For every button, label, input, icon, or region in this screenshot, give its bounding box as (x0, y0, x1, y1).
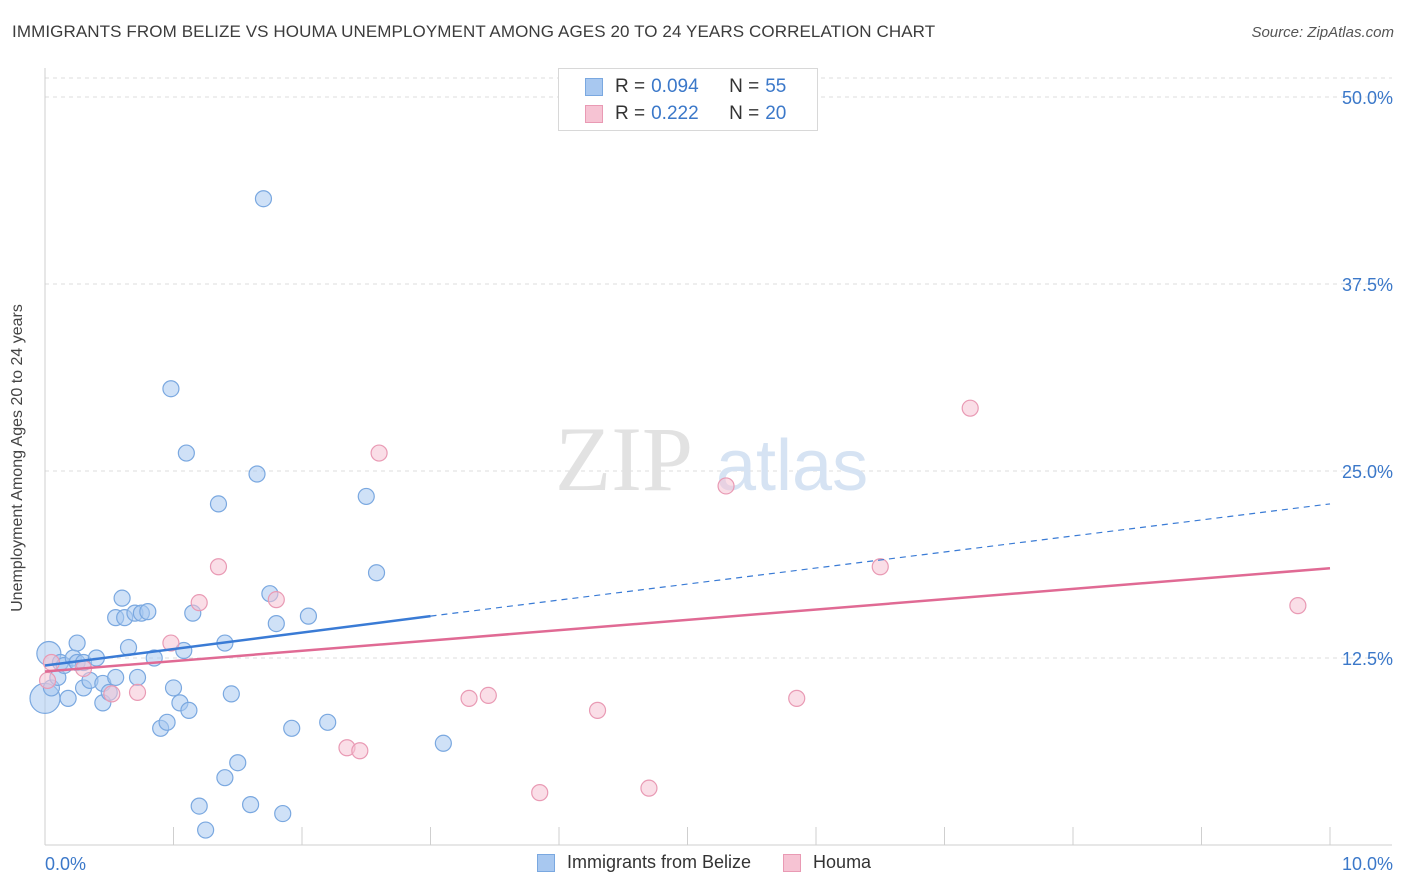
legend-swatch-belize (585, 78, 603, 96)
point-belize (357, 487, 375, 506)
point-houma (351, 742, 369, 760)
axes (44, 68, 1392, 846)
point-belize (197, 821, 215, 839)
legend-n-value: 55 (765, 76, 787, 97)
point-houma (103, 685, 121, 703)
point-houma (190, 594, 208, 612)
bottom-legend: Immigrants from Belize Houma (537, 852, 903, 873)
x-tick-label: 0.0% (45, 854, 86, 874)
point-houma (531, 784, 549, 802)
legend-label-houma: Houma (813, 852, 872, 872)
y-tick-label: 37.5% (1342, 275, 1393, 295)
x-tick-label: 10.0% (1342, 854, 1393, 874)
point-belize (229, 754, 247, 772)
point-belize (59, 689, 77, 707)
point-belize (267, 614, 285, 633)
point-belize (299, 607, 318, 625)
point-belize (434, 734, 452, 752)
point-belize (209, 495, 228, 513)
point-belize (216, 769, 234, 787)
y-tick-label: 25.0% (1342, 462, 1393, 482)
trend-line-houma (44, 566, 1331, 673)
point-belize (283, 719, 301, 737)
point-belize (162, 380, 180, 398)
point-houma (42, 653, 61, 672)
point-houma (460, 689, 478, 707)
point-belize (107, 668, 125, 687)
axis-ticks (44, 827, 1331, 845)
watermark-atlas: atlas (716, 426, 868, 506)
legend-item-belize[interactable]: Immigrants from Belize (537, 852, 751, 873)
point-houma (209, 558, 228, 576)
legend-r-label: R = (615, 76, 646, 97)
point-houma (961, 399, 979, 417)
point-houma (370, 444, 388, 462)
source-label: Source: ZipAtlas.com (1251, 24, 1394, 41)
point-houma (267, 591, 285, 609)
tick-labels: 12.5% 25.0% 37.5% 50.0% 0.0% 10.0% (45, 88, 1393, 874)
point-houma (1289, 597, 1307, 615)
point-belize (319, 713, 337, 731)
point-belize (180, 701, 198, 719)
watermark: ZIP atlas (555, 408, 868, 510)
point-houma (788, 689, 806, 707)
legend-n-label: N = (729, 103, 760, 124)
point-houma (717, 477, 735, 495)
point-belize (274, 804, 292, 823)
point-houma (38, 671, 57, 690)
point-belize (242, 796, 260, 814)
point-houma (162, 634, 180, 652)
trend-line-belize-extension (430, 503, 1331, 617)
legend-n-label: N = (729, 76, 760, 97)
legend-r-label: R = (615, 103, 646, 124)
point-belize (222, 685, 240, 703)
legend-swatch-houma (585, 105, 603, 123)
watermark-zip: ZIP (555, 408, 693, 510)
legend-item-houma[interactable]: Houma (783, 852, 871, 873)
legend-box: R = 0.094 N = 55 R = 0.222 N = 20 (558, 68, 818, 131)
point-belize (128, 668, 147, 687)
scatter-points (29, 190, 1307, 839)
gridlines (45, 77, 1392, 659)
trend-lines (44, 503, 1331, 673)
point-belize (113, 589, 131, 607)
point-houma (640, 779, 658, 797)
point-belize (248, 465, 266, 483)
point-houma (871, 558, 889, 576)
legend-n-value: 20 (765, 103, 787, 124)
point-houma (128, 683, 147, 702)
point-houma (479, 686, 497, 705)
chart-title: IMMIGRANTS FROM BELIZE VS HOUMA UNEMPLOY… (12, 22, 936, 41)
point-belize (68, 634, 86, 652)
y-tick-label: 50.0% (1342, 88, 1393, 108)
legend-row-belize: R = 0.094 N = 55 (585, 74, 786, 100)
y-tick-label: 12.5% (1342, 649, 1393, 669)
legend-row-houma: R = 0.222 N = 20 (585, 101, 786, 127)
legend-label-belize: Immigrants from Belize (567, 852, 752, 872)
point-belize (254, 190, 273, 208)
legend-swatch-belize (537, 853, 555, 872)
trend-line-belize (44, 614, 431, 667)
point-belize (177, 444, 195, 462)
legend-swatch-houma (783, 853, 802, 872)
y-axis-label: Unemployment Among Ages 20 to 24 years (9, 304, 26, 612)
point-belize (158, 713, 176, 731)
point-belize (139, 603, 157, 621)
point-belize (190, 797, 208, 815)
point-houma (588, 701, 607, 719)
legend-r-value: 0.094 (651, 76, 699, 97)
point-belize (164, 679, 183, 697)
legend-r-value: 0.222 (651, 103, 699, 124)
point-belize (367, 564, 386, 582)
